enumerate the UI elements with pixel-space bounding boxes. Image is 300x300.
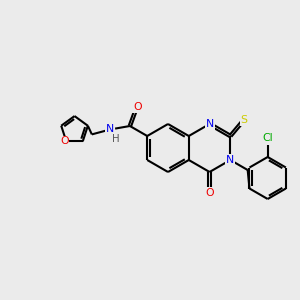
- Text: H: H: [112, 134, 120, 145]
- Text: O: O: [60, 136, 69, 146]
- Text: N: N: [226, 155, 235, 165]
- Text: S: S: [241, 115, 248, 125]
- Text: N: N: [106, 124, 114, 134]
- Text: N: N: [206, 119, 214, 129]
- Text: O: O: [205, 188, 214, 198]
- Text: Cl: Cl: [262, 133, 273, 143]
- Text: O: O: [133, 102, 142, 112]
